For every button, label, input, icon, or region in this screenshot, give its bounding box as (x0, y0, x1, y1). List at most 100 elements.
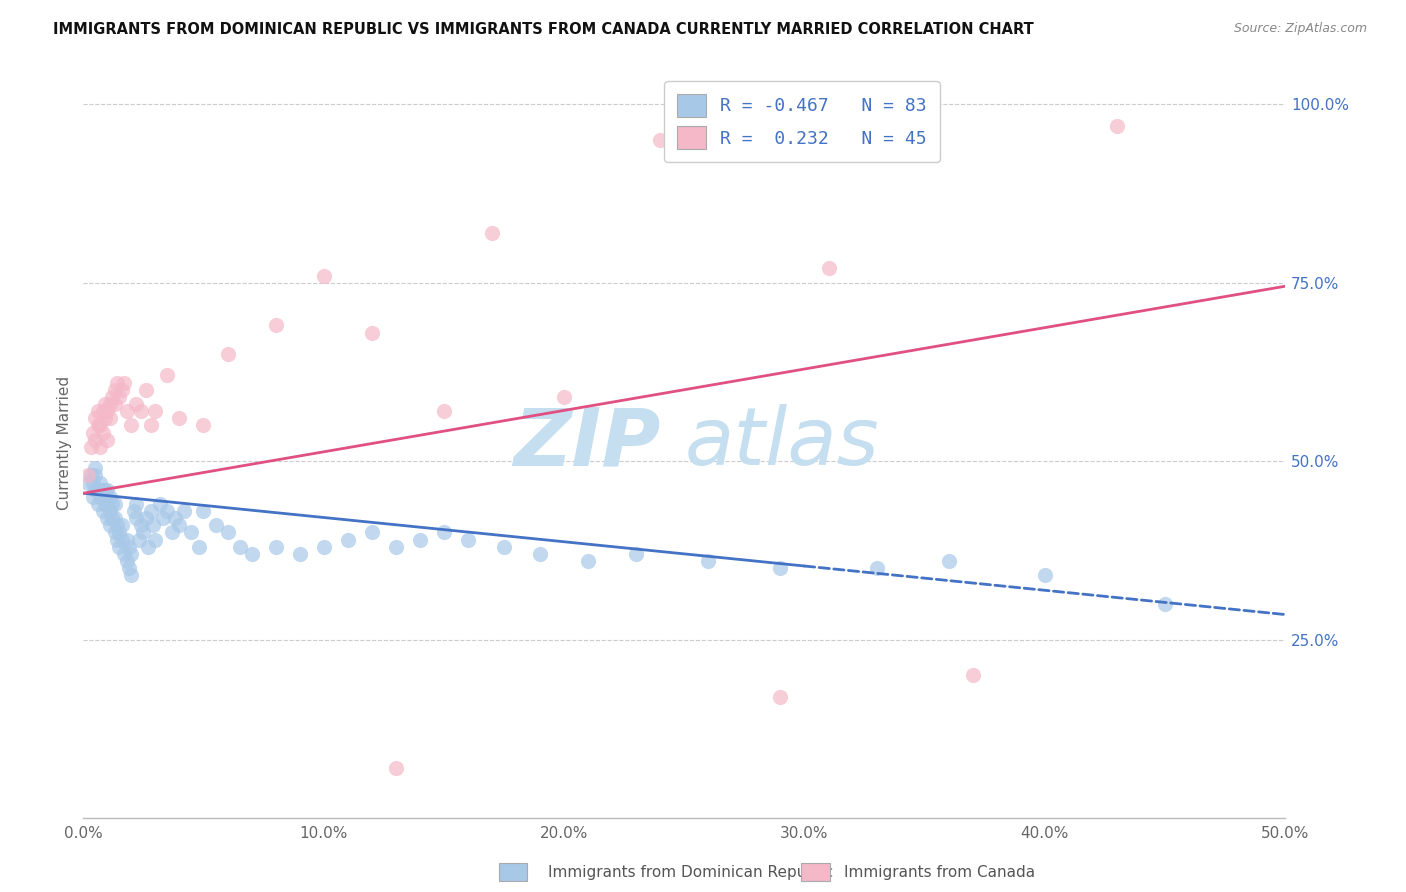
Point (96, 433, 118, 447)
Point (125, 497, 148, 511)
Point (125, 511, 148, 525)
Point (103, 511, 125, 525)
Point (98, 504, 121, 518)
Point (91, 404, 114, 418)
Point (217, 347, 239, 361)
Point (108, 525, 131, 540)
Point (481, 226, 503, 240)
Point (89, 418, 111, 433)
Point (193, 504, 215, 518)
Point (336, 533, 359, 547)
Point (1154, 597, 1177, 611)
Point (105, 518, 128, 533)
Point (135, 383, 157, 397)
Point (962, 668, 984, 682)
Point (152, 511, 174, 525)
Point (122, 504, 145, 518)
Point (457, 533, 479, 547)
Point (129, 518, 152, 533)
Point (228, 540, 250, 554)
Point (82, 425, 104, 440)
Point (94, 411, 117, 425)
Point (84, 468, 107, 483)
Point (217, 525, 239, 540)
Point (96, 497, 118, 511)
Point (769, 561, 792, 575)
Point (529, 547, 551, 561)
Point (89, 490, 111, 504)
Point (86, 497, 108, 511)
Point (91, 483, 114, 497)
Point (769, 690, 792, 704)
Point (360, 525, 382, 540)
Point (105, 376, 128, 390)
Point (96, 483, 118, 497)
Point (91, 425, 114, 440)
Point (98, 411, 121, 425)
Point (86, 418, 108, 433)
Point (204, 518, 226, 533)
Point (129, 404, 152, 418)
Point (180, 525, 202, 540)
Y-axis label: Currently Married: Currently Married (58, 376, 72, 510)
Point (96, 404, 118, 418)
Text: ZIP: ZIP (513, 404, 661, 483)
Point (118, 561, 141, 575)
Point (187, 540, 209, 554)
Point (433, 525, 456, 540)
Point (115, 554, 138, 568)
Point (264, 318, 287, 333)
Point (115, 404, 138, 418)
Point (156, 504, 179, 518)
Point (94, 497, 117, 511)
Point (360, 326, 382, 340)
Point (79, 440, 101, 454)
Point (576, 554, 599, 568)
Point (650, 133, 672, 147)
Point (111, 518, 134, 533)
Point (98, 490, 121, 504)
Text: Source: ZipAtlas.com: Source: ZipAtlas.com (1233, 22, 1367, 36)
Point (938, 554, 960, 568)
Point (101, 511, 124, 525)
Point (624, 547, 647, 561)
Point (139, 504, 162, 518)
Point (128, 533, 150, 547)
Point (112, 376, 135, 390)
Point (173, 504, 195, 518)
Point (120, 568, 142, 582)
Point (89, 440, 111, 454)
Point (142, 518, 165, 533)
Point (98, 518, 121, 533)
Point (697, 554, 720, 568)
Point (385, 540, 408, 554)
Text: Immigrants from Dominican Republic: Immigrants from Dominican Republic (548, 865, 834, 880)
Point (115, 533, 138, 547)
Point (111, 533, 134, 547)
Point (101, 390, 124, 404)
Point (433, 404, 456, 418)
Point (111, 383, 134, 397)
Point (84, 433, 107, 447)
Point (1033, 568, 1056, 582)
Point (108, 540, 131, 554)
Point (103, 497, 125, 511)
Point (84, 411, 107, 425)
Point (105, 533, 128, 547)
Point (312, 540, 335, 554)
Point (101, 497, 124, 511)
Point (139, 418, 162, 433)
Point (77, 468, 100, 483)
Point (135, 511, 157, 525)
Point (82, 475, 104, 490)
Point (125, 397, 148, 411)
Point (103, 397, 125, 411)
Point (1105, 119, 1128, 133)
Point (817, 261, 839, 276)
Point (118, 540, 141, 554)
Point (96, 511, 118, 525)
Point (103, 525, 125, 540)
Point (89, 475, 111, 490)
Legend: R = -0.467   N = 83, R =  0.232   N = 45: R = -0.467 N = 83, R = 0.232 N = 45 (665, 81, 939, 162)
Point (86, 483, 108, 497)
